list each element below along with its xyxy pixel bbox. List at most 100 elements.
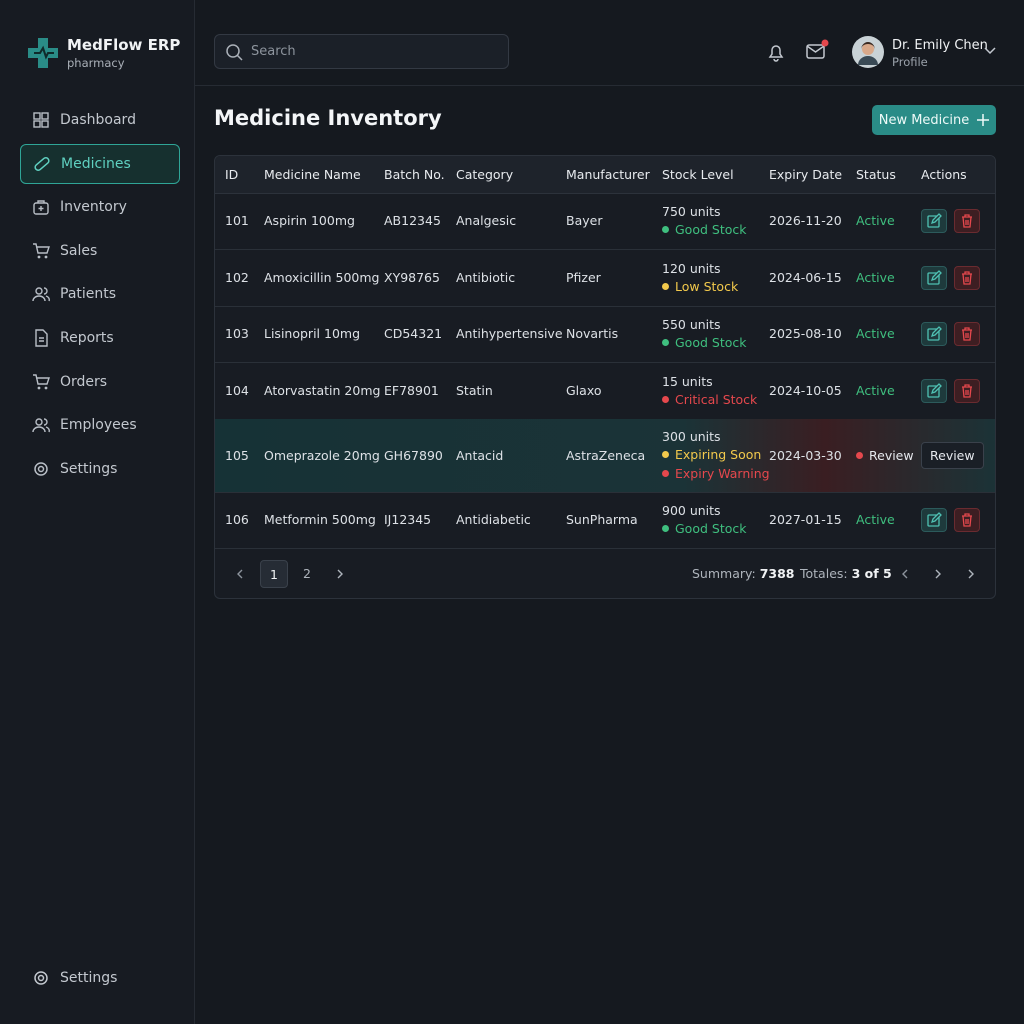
column-header: ID [225,167,239,182]
nav-item[interactable]: Orders [20,362,180,402]
nav-item[interactable]: Reports [20,318,180,358]
nav-item[interactable]: Dashboard [20,100,180,140]
status-label: Low Stock [675,278,739,294]
table-row[interactable]: 101 Aspirin 100mg AB12345 Analgesic Bayer 750… [215,193,995,250]
messages-icon[interactable] [805,38,831,62]
status-label: Good Stock [675,335,747,350]
cell-status: Active [856,383,895,398]
table-row[interactable]: 103 Lisinopril 10mg CD54321 Antihypertensiv… [215,306,995,363]
stock-status: Good Stock [662,335,746,350]
page-button[interactable]: 1 [260,560,288,588]
nav-item[interactable]: Employees [20,405,180,445]
delete-icon [962,270,972,285]
nav-item[interactable]: Inventory [20,187,180,227]
cell-expiry: 2024-06-15 [769,269,842,285]
next-page[interactable] [335,568,345,580]
delete-button[interactable] [954,508,980,532]
cell-id: 104 [225,382,249,398]
edit-button[interactable] [921,378,947,403]
page-button[interactable]: 2 [303,566,311,581]
avatar[interactable] [852,36,884,68]
notifications-icon[interactable] [765,41,787,63]
last-page[interactable] [966,568,976,580]
column-header: Expiry Date [769,167,843,182]
cell-category: Antihypertensive [456,326,563,341]
edit-icon [927,269,942,285]
status-dot [662,451,669,458]
cell-expiry: 2026-11-20 [769,213,842,228]
cell-name: Metformin 500mg [264,512,376,527]
icon [33,200,49,215]
delete-button[interactable] [954,378,980,403]
nav-item[interactable]: Patients [20,274,180,314]
icon [35,329,48,347]
delete-icon [962,327,972,341]
cell-batch: EF78901 [384,382,439,398]
next-page[interactable] [933,568,943,580]
brand-name: MedFlow ERP [67,36,181,54]
status-label: Critical Stock [675,391,758,407]
column-header: Stock Level [662,167,734,182]
cell-expiry: 2027-01-15 [769,512,842,527]
delete-button[interactable] [954,209,980,233]
cell-id: 103 [225,326,249,341]
user-menu-chevron[interactable] [984,46,996,56]
table-row[interactable]: 106 Metformin 500mg IJ12345 Antidiabetic Sun… [215,492,995,549]
status-dot [662,339,669,346]
totals: Totales: 3 of 5 [800,566,892,581]
delete-button[interactable] [954,322,980,346]
edit-button[interactable] [921,508,947,532]
page-title: Medicine Inventory [214,106,442,130]
prev-page[interactable] [235,568,245,580]
status-label: Active [856,269,895,285]
status-dot [662,470,669,477]
icon [33,243,50,259]
sidebar: MedFlow ERP pharmacy Dashboard Medicines I… [0,0,195,1024]
table-row[interactable]: 102 Amoxicillin 500mg XY98765 Antibiotic Pfi… [215,249,995,307]
table-row[interactable]: 105 Omeprazole 20mg GH67890 Antacid AstraZen… [215,419,995,493]
cell-status: Active [856,512,895,527]
cell-id: 106 [225,512,249,527]
nav-label: Sales [60,242,98,259]
cell-manufacturer: AstraZeneca [566,447,646,463]
nav-item[interactable]: Sales [20,231,180,271]
cell-name: Atorvastatin 20mg [264,382,381,398]
cell-stock: 120 units [662,260,721,276]
stock-status: Expiry Warning [662,466,770,481]
nav-item[interactable]: Medicines [20,143,180,184]
nav-item[interactable]: Settings [20,958,180,998]
status-label: Expiry Warning [675,466,770,481]
cell-category: Statin [456,382,493,398]
status-label: Good Stock [675,521,747,536]
review-button[interactable]: Review [921,441,984,469]
edit-button[interactable] [921,209,947,233]
cell-id: 101 [225,213,249,228]
stock-status: Good Stock [662,521,746,536]
prev-page[interactable] [900,568,910,580]
status-dot [662,226,669,233]
cell-stock: 900 units [662,503,721,518]
delete-icon [962,513,972,527]
inventory-table: ID Medicine Name Batch No. Category Manufact… [214,155,996,599]
cell-category: Antacid [456,447,504,463]
delete-button[interactable] [954,265,980,290]
delete-icon [962,383,972,398]
edit-button[interactable] [921,265,947,290]
edit-button[interactable] [921,322,947,346]
table-row[interactable]: 104 Atorvastatin 20mg EF78901 Statin Glaxo 15… [215,362,995,420]
cell-name: Lisinopril 10mg [264,326,361,341]
table-header: ID Medicine Name Batch No. Category Manufact… [215,156,995,194]
stock-status: Low Stock [662,279,738,294]
cell-name: Aspirin 100mg [264,213,355,228]
search-box[interactable]: Search [214,34,509,69]
cell-expiry: 2024-03-30 [769,447,842,463]
nav-item[interactable]: Settings [20,449,180,489]
cell-stock: 15 units [662,373,713,389]
cell-expiry: 2024-10-05 [769,382,842,398]
cell-stock: 550 units [662,317,721,332]
icon [34,462,48,476]
new-medicine-button[interactable]: New Medicine [872,105,996,135]
edit-icon [927,512,942,527]
summary-label: Summary: [692,566,756,581]
cell-id: 102 [225,269,249,285]
